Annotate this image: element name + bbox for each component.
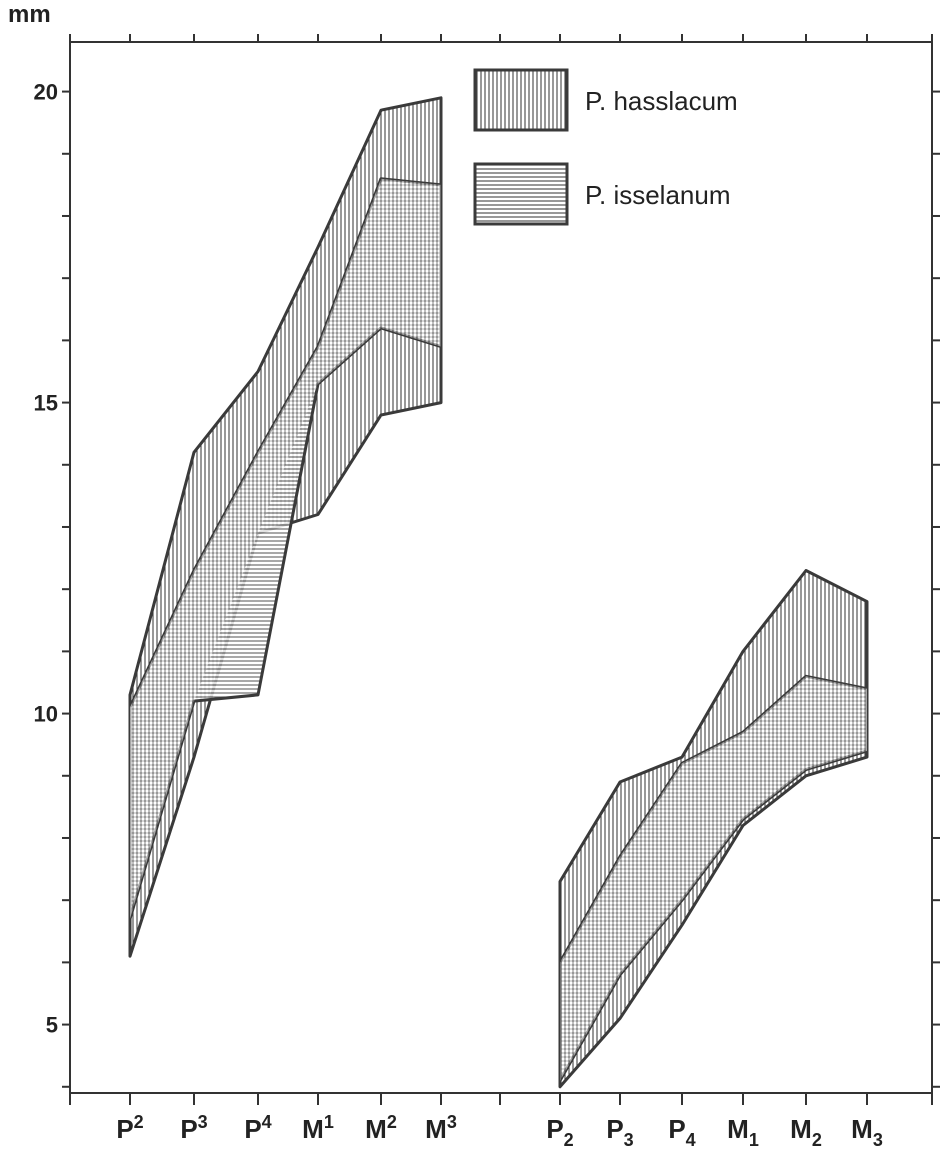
- x-tick-label: P2: [546, 1114, 573, 1150]
- legend: P. hasslacum P. isselanum: [473, 68, 738, 226]
- x-tick-label: M1: [302, 1112, 334, 1144]
- y-tick-label: 10: [34, 702, 58, 727]
- x-tick-label: P4: [668, 1114, 695, 1150]
- x-tick-label: P4: [244, 1112, 271, 1144]
- x-tick-label: P3: [180, 1112, 207, 1144]
- x-tick-label: P2: [116, 1112, 143, 1144]
- legend-swatch-isselanum: [473, 162, 569, 226]
- legend-label-hasslacum: P. hasslacum: [585, 86, 738, 116]
- overlap-area-upper: [130, 178, 441, 919]
- x-tick-label: P3: [606, 1114, 633, 1150]
- x-tick-label: M3: [425, 1112, 457, 1144]
- legend-label-isselanum: P. isselanum: [585, 180, 731, 210]
- x-tick-label: M3: [851, 1114, 883, 1150]
- y-axis: 20 15 10 5: [34, 80, 940, 1088]
- x-tick-label: M2: [365, 1112, 397, 1144]
- y-unit-label: mm: [8, 1, 51, 28]
- overlap-area-lower: [560, 676, 867, 1081]
- y-tick-label: 5: [46, 1013, 58, 1038]
- legend-swatch-hasslacum: [473, 68, 569, 132]
- range-areas: [128, 96, 869, 1089]
- x-tick-label: M2: [790, 1114, 822, 1150]
- y-tick-label: 20: [34, 80, 58, 105]
- y-tick-label: 15: [34, 391, 58, 416]
- x-tick-label: M1: [727, 1114, 759, 1150]
